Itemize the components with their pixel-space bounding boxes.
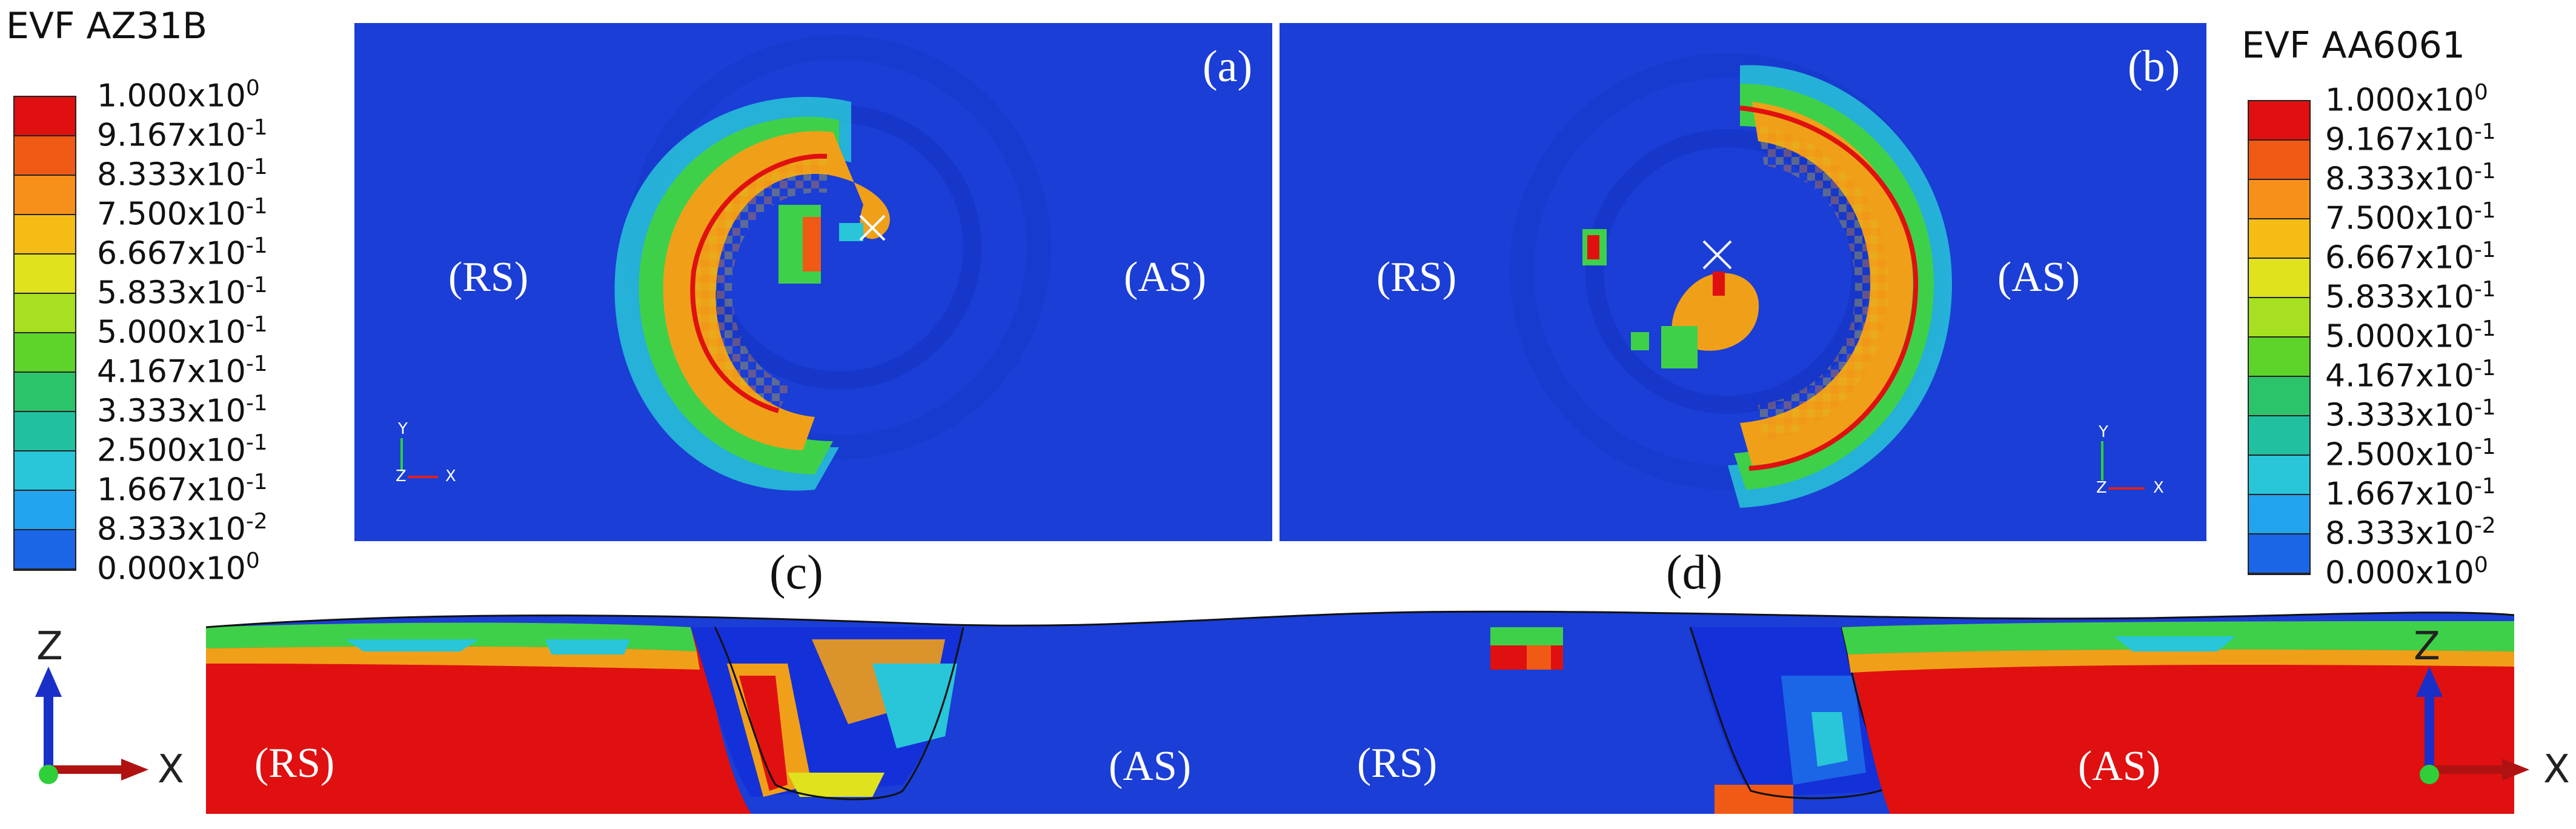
colorbar-swatch — [2249, 337, 2309, 377]
legend-left-label: 2.500x10-1 — [97, 430, 268, 469]
legend-left-colorbar — [13, 96, 76, 571]
cross-section-view: (RS) (AS) (RS) (AS) — [206, 603, 2514, 814]
legend-right-label: 1.000x100 — [2325, 80, 2488, 119]
colorbar-swatch — [15, 530, 75, 570]
mini-triad-x-label: X — [445, 467, 456, 485]
caption-c: (c) — [769, 546, 823, 599]
colorbar-swatch — [15, 490, 75, 530]
colorbar-swatch — [15, 333, 75, 373]
mini-triad-y-arrow — [2101, 441, 2103, 481]
left-axis-triad: Z X — [12, 624, 194, 806]
legend-right-colorbar — [2248, 100, 2311, 575]
legend-left-label: 0.000x100 — [97, 548, 260, 587]
legend-right-label: 8.333x10-1 — [2325, 159, 2496, 198]
colorbar-swatch — [15, 215, 75, 255]
caption-d: (d) — [1666, 546, 1723, 599]
legend-left-label: 8.333x10-1 — [97, 155, 268, 193]
legend-left-label: 8.333x10-2 — [97, 509, 268, 548]
colorbar-swatch — [15, 97, 75, 136]
mini-triad-y-label: Y — [2099, 423, 2108, 441]
bottom-as-mid-label: (AS) — [1109, 743, 1192, 790]
panel-a-as-label: (AS) — [1124, 254, 1207, 301]
legend-left-label: 1.667x10-1 — [97, 470, 268, 508]
colorbar-swatch — [2249, 416, 2309, 456]
legend-right-label: 1.667x10-1 — [2325, 474, 2496, 513]
legend-left-label: 4.167x10-1 — [97, 351, 268, 390]
colorbar-swatch — [2249, 140, 2309, 180]
legend-right-labels: 1.000x100 9.167x10-1 8.333x10-1 7.500x10… — [2325, 82, 2568, 591]
legend-right-label: 4.167x10-1 — [2325, 356, 2496, 395]
right-axis-triad: Z X — [2411, 624, 2576, 806]
colorbar-swatch — [2249, 494, 2309, 534]
colorbar-swatch — [2249, 455, 2309, 495]
legend-right-label: 6.667x10-1 — [2325, 238, 2496, 276]
panel-a-rs-label: (RS) — [448, 254, 529, 301]
colorbar-swatch — [2249, 258, 2309, 298]
colorbar-swatch — [2249, 179, 2309, 219]
colorbar-swatch — [15, 372, 75, 412]
legend-right-label: 2.500x10-1 — [2325, 434, 2496, 473]
legend-left-label: 5.000x10-1 — [97, 312, 268, 351]
legend-right-label: 7.500x10-1 — [2325, 198, 2496, 237]
colorbar-swatch — [15, 254, 75, 294]
colorbar-swatch — [2249, 376, 2309, 416]
bottom-rs-mid-label: (RS) — [1357, 740, 1438, 787]
legend-right-label: 3.333x10-1 — [2325, 395, 2496, 434]
mini-triad-x-arrow — [2108, 487, 2145, 490]
triad-z-label: Z — [36, 624, 63, 669]
panel-a-contour — [614, 35, 1051, 491]
panel-b-mini-triad: Y Z X — [2096, 423, 2176, 508]
mini-triad-z-label: Z — [396, 467, 407, 485]
legend-left-labels: 1.000x100 9.167x10-1 8.333x10-1 7.500x10… — [97, 78, 339, 587]
panel-b-as-label: (AS) — [1997, 254, 2080, 301]
mini-triad-y-arrow — [400, 438, 403, 471]
colorbar-swatch — [2249, 534, 2309, 574]
colorbar-swatch — [2249, 219, 2309, 259]
colorbar-swatch — [15, 136, 75, 176]
legend-right-title: EVF AA6061 — [2242, 24, 2465, 67]
mini-triad-x-label: X — [2153, 479, 2164, 497]
triad-x-label: X — [158, 747, 184, 792]
legend-left-label: 7.500x10-1 — [97, 194, 268, 233]
legend-left-label: 6.667x10-1 — [97, 233, 268, 272]
legend-right-label: 5.000x10-1 — [2325, 316, 2496, 355]
mini-triad-y-label: Y — [398, 420, 408, 438]
legend-right-label: 9.167x10-1 — [2325, 119, 2496, 158]
triad-arrows — [2416, 667, 2529, 784]
colorbar-swatch — [15, 451, 75, 491]
panel-b-rs-label: (RS) — [1376, 254, 1457, 301]
bottom-as-right-label: (AS) — [2078, 743, 2161, 790]
cross-section-contour — [206, 610, 2514, 814]
colorbar-swatch — [2249, 101, 2309, 141]
panel-a-top-view: (a) (RS) (AS) Y Z X — [354, 23, 1272, 541]
legend-right-label: 5.833x10-1 — [2325, 277, 2496, 316]
panel-a-mini-triad: Y Z X — [396, 420, 463, 493]
bottom-rs-left-label: (RS) — [254, 740, 335, 787]
colorbar-swatch — [15, 293, 75, 333]
colorbar-swatch — [15, 411, 75, 451]
colorbar-swatch — [2249, 298, 2309, 338]
legend-left-title: EVF AZ31B — [6, 5, 208, 47]
triad-arrows — [35, 667, 148, 784]
triad-x-label: X — [2543, 747, 2570, 792]
legend-right-label: 0.000x100 — [2325, 553, 2488, 591]
mini-triad-x-arrow — [408, 476, 438, 478]
triad-z-label: Z — [2414, 624, 2440, 669]
legend-left-label: 9.167x10-1 — [97, 115, 268, 154]
panel-a-label: (a) — [1203, 42, 1253, 92]
legend-left-label: 3.333x10-1 — [97, 391, 268, 430]
panel-b-contour — [1510, 53, 1952, 508]
legend-left-label: 1.000x100 — [97, 76, 260, 115]
panel-b-label: (b) — [2128, 42, 2180, 92]
panel-b-top-view: (b) (RS) (AS) Y Z X — [1280, 23, 2206, 541]
legend-left-label: 5.833x10-1 — [97, 273, 268, 311]
colorbar-swatch — [15, 175, 75, 215]
mini-triad-z-label: Z — [2096, 479, 2107, 497]
legend-right-label: 8.333x10-2 — [2325, 513, 2496, 552]
